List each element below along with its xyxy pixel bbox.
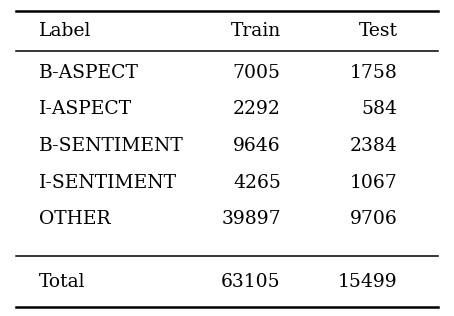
Text: Train: Train [231,22,281,40]
Text: I-ASPECT: I-ASPECT [39,100,132,118]
Text: 63105: 63105 [221,273,281,291]
Text: 7005: 7005 [233,64,281,82]
Text: B-ASPECT: B-ASPECT [39,64,138,82]
Text: Test: Test [358,22,397,40]
Text: 1758: 1758 [350,64,397,82]
Text: 2384: 2384 [350,137,397,155]
Text: 584: 584 [361,100,397,118]
Text: 2292: 2292 [233,100,281,118]
Text: I-SENTIMENT: I-SENTIMENT [39,173,177,191]
Text: 15499: 15499 [338,273,397,291]
Text: 39897: 39897 [221,210,281,228]
Text: 9646: 9646 [233,137,281,155]
Text: OTHER: OTHER [39,210,110,228]
Text: Label: Label [39,22,91,40]
Text: 1067: 1067 [350,173,397,191]
Text: B-SENTIMENT: B-SENTIMENT [39,137,183,155]
Text: Total: Total [39,273,85,291]
Text: 4265: 4265 [233,173,281,191]
Text: 9706: 9706 [350,210,397,228]
